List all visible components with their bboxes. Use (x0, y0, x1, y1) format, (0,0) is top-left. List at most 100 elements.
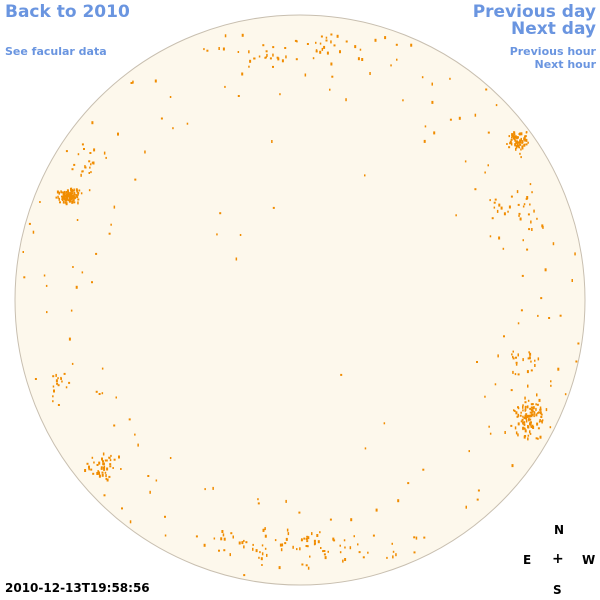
facula-point (218, 47, 220, 50)
facula-point (60, 376, 62, 380)
facula-point (321, 47, 324, 51)
facula-point (530, 414, 533, 418)
facula-point (530, 220, 532, 224)
facula-point (70, 309, 73, 312)
previous-hour-link[interactable]: Previous hour (509, 45, 596, 58)
facula-point (252, 543, 254, 546)
facula-point (46, 311, 48, 314)
facula-point (520, 420, 523, 423)
facula-point (102, 452, 105, 456)
facula-point (52, 375, 55, 378)
facula-point (241, 72, 244, 76)
facula-point (527, 141, 529, 144)
facula-point (235, 257, 238, 261)
facula-point (516, 136, 518, 140)
facula-point (320, 547, 322, 549)
facula-point (330, 62, 333, 66)
facula-point (531, 228, 533, 231)
facula-point (362, 556, 365, 559)
facula-point (45, 284, 48, 287)
facula-point (534, 364, 536, 367)
facula-point (506, 143, 508, 145)
facula-point (62, 197, 65, 200)
facula-point (315, 50, 318, 53)
facula-point (100, 467, 103, 470)
facula-point (423, 536, 426, 539)
facula-point (103, 151, 106, 155)
next-day-link[interactable]: Next day (511, 19, 596, 39)
facula-point (333, 44, 336, 47)
solar-disk-face (14, 14, 586, 586)
facula-point (319, 42, 322, 45)
facula-point (306, 535, 309, 538)
facula-point (489, 432, 492, 435)
facula-point (395, 553, 397, 557)
facula-point (358, 551, 361, 554)
facula-point (533, 413, 535, 415)
facula-point (514, 410, 516, 412)
facula-point (515, 361, 518, 364)
facula-point (531, 409, 534, 412)
facula-point (521, 418, 524, 421)
facula-point (128, 418, 131, 421)
facula-point (92, 161, 95, 165)
facula-point (538, 398, 541, 402)
see-facular-data-link[interactable]: See facular data (5, 45, 107, 58)
facula-point (264, 534, 267, 538)
facula-point (487, 131, 490, 134)
facula-point (369, 72, 371, 75)
facula-point (279, 93, 281, 96)
facula-point (431, 100, 434, 104)
facula-point (223, 549, 226, 552)
facula-point (55, 379, 58, 383)
facula-point (522, 421, 524, 425)
facula-point (532, 426, 535, 429)
facula-point (528, 419, 530, 422)
facula-point (264, 56, 266, 59)
compass-south-label: S (553, 583, 562, 597)
facula-point (306, 545, 309, 548)
facula-point (465, 505, 467, 509)
facula-point (522, 405, 524, 409)
previous-day-link[interactable]: Previous day (472, 2, 596, 22)
facula-point (52, 385, 55, 388)
facula-point (68, 337, 71, 341)
facula-point (248, 65, 250, 68)
compass-west-label: W (582, 553, 596, 567)
facula-point (312, 57, 315, 60)
facula-point (522, 409, 524, 412)
facula-point (98, 393, 101, 395)
back-to-year-link[interactable]: Back to 2010 (5, 2, 130, 22)
facula-point (305, 564, 308, 567)
facula-point (536, 217, 538, 220)
facula-point (238, 541, 241, 545)
facula-point (65, 191, 68, 193)
facula-point (278, 566, 281, 570)
facula-point (213, 537, 216, 540)
facula-point (449, 77, 451, 80)
facula-point (532, 424, 534, 427)
facula-point (510, 138, 513, 141)
facula-point (396, 58, 398, 61)
facula-point (73, 163, 76, 166)
facula-point (113, 424, 116, 427)
next-hour-link[interactable]: Next hour (534, 58, 597, 71)
facula-point (520, 411, 522, 414)
facula-point (57, 384, 60, 387)
facula-point (67, 194, 70, 197)
facula-point (415, 536, 418, 540)
facula-point (204, 488, 206, 491)
facula-point (57, 195, 59, 199)
facula-point (468, 450, 470, 453)
facula-point (264, 527, 266, 531)
facula-point (517, 322, 520, 325)
facula-point (34, 378, 37, 380)
facula-point (253, 57, 256, 60)
facula-point (258, 55, 261, 58)
facula-point (296, 548, 298, 551)
facula-point (510, 389, 513, 392)
facula-point (102, 462, 104, 466)
facula-point (72, 199, 75, 202)
facula-point (339, 544, 341, 547)
facula-point (75, 285, 78, 289)
